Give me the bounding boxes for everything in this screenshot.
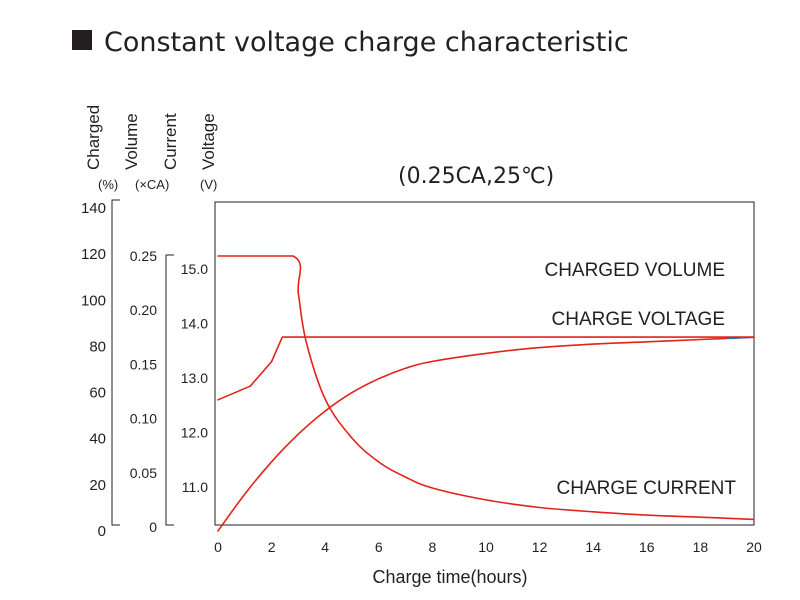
voltage-axis-unit: (V): [200, 177, 217, 192]
charged-tick-label: 20: [89, 477, 106, 494]
current-tick-label: 0.20: [130, 302, 157, 318]
voltage-tick-label: 13.0: [181, 370, 208, 386]
x-tick-label: 10: [478, 539, 494, 555]
charged-volume-line: [217, 336, 755, 532]
voltage-tick-label: 14.0: [181, 316, 208, 332]
charge-voltage-line: [217, 336, 755, 401]
charged-tick-label: 60: [89, 385, 106, 402]
series-lines: [217, 255, 755, 532]
series-labels: CHARGED VOLUME CHARGE VOLTAGE CHARGE CURRE…: [544, 260, 736, 499]
x-tick-label: 6: [375, 539, 383, 555]
charged-tick-label: 120: [81, 246, 106, 263]
charge-voltage-label: CHARGE VOLTAGE: [552, 309, 726, 330]
charged-tick-label: 0: [98, 523, 106, 540]
x-tick-label: 4: [321, 539, 329, 555]
current-tick-label: 0.25: [130, 248, 157, 264]
current-tick-label: 0.05: [130, 465, 157, 481]
current-axis-line: [165, 254, 174, 526]
chart-title: Constant voltage charge characteristic: [104, 27, 629, 58]
voltage-tick-label: 12.0: [181, 425, 208, 441]
charge-current-label: CHARGE CURRENT: [557, 478, 737, 499]
current-tick-label: 0.10: [130, 411, 157, 427]
tick-labels: 0 2 4 6 8 10 12 14 16 18 20 0 20 40 60 80 100 120 140 0 0.05…: [81, 200, 762, 555]
voltage-tick-label: 15.0: [181, 261, 208, 277]
current-axis-title-current: Current: [161, 113, 180, 170]
voltage-axis-title: Voltage: [199, 113, 218, 170]
current-tick-label: 0: [149, 519, 157, 535]
plot-area-frame: [214, 201, 755, 526]
charged-tick-label: 140: [81, 200, 106, 217]
charge-current-line: [217, 255, 755, 521]
current-axis-unit: (×CA): [135, 177, 169, 192]
charged-axis-unit: (%): [98, 177, 118, 192]
charged-axis-title: Charged: [84, 105, 103, 170]
charged-volume-label: CHARGED VOLUME: [544, 260, 725, 281]
charged-tick-label: 100: [81, 292, 106, 309]
x-tick-label: 16: [639, 539, 655, 555]
charged-axis-line: [111, 199, 120, 526]
x-tick-label: 14: [585, 539, 601, 555]
x-tick-label: 8: [429, 539, 437, 555]
chart-condition: (0.25CA,25℃): [398, 164, 554, 189]
charged-tick-label: 80: [89, 338, 106, 355]
x-axis-label: Charge time(hours): [372, 567, 527, 587]
x-tick-label: 2: [268, 539, 276, 555]
title-square-icon: [72, 30, 92, 50]
x-tick-label: 18: [693, 539, 709, 555]
x-tick-label: 0: [214, 539, 222, 555]
current-tick-label: 0.15: [130, 356, 157, 372]
charged-tick-label: 40: [89, 431, 106, 448]
current-axis-title-volume: Volume: [122, 113, 141, 170]
x-tick-label: 12: [532, 539, 548, 555]
x-tick-label: 20: [746, 539, 762, 555]
voltage-tick-label: 11.0: [182, 479, 208, 495]
